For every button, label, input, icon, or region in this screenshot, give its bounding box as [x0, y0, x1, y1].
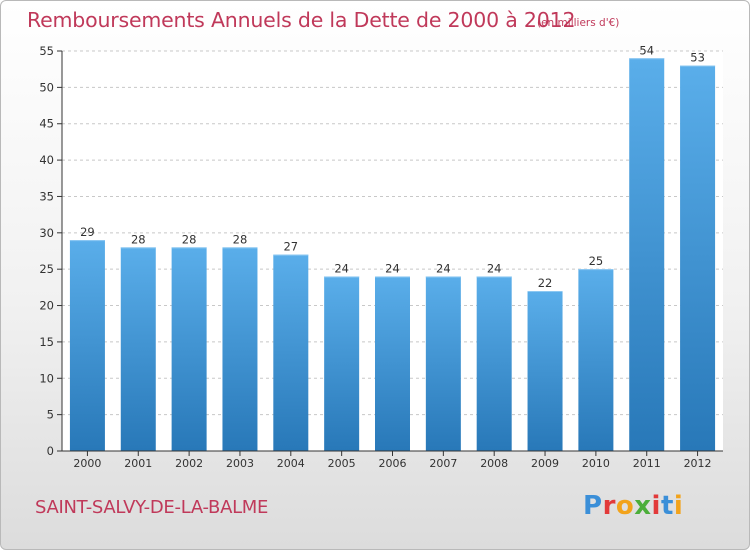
chart-title: Remboursements Annuels de la Dette de 20… — [27, 8, 576, 32]
data-label: 28 — [233, 232, 248, 246]
logo-letter: P — [583, 491, 603, 521]
x-tick-label: 2006 — [379, 457, 407, 470]
bar — [222, 247, 258, 451]
bar — [120, 247, 156, 451]
logo-letter: i — [651, 491, 661, 521]
bar — [324, 276, 360, 451]
x-tick-label: 2000 — [73, 457, 101, 470]
logo-letter: x — [634, 491, 652, 521]
data-label: 29 — [80, 225, 95, 239]
data-label: 28 — [131, 232, 146, 246]
proxiti-logo[interactable]: Proxiti — [583, 491, 683, 521]
data-label: 22 — [538, 276, 553, 290]
x-tick-label: 2010 — [582, 457, 610, 470]
data-label: 24 — [385, 261, 400, 275]
bar — [476, 276, 512, 451]
x-tick-label: 2012 — [684, 457, 712, 470]
bar — [629, 58, 665, 451]
y-tick-label: 45 — [39, 117, 54, 131]
x-tick-label: 2001 — [124, 457, 152, 470]
data-label: 25 — [589, 254, 604, 268]
data-label: 24 — [436, 261, 451, 275]
x-tick-label: 2002 — [175, 457, 203, 470]
bar — [578, 269, 614, 451]
data-label: 28 — [182, 232, 197, 246]
data-label: 54 — [639, 43, 654, 57]
bar — [375, 276, 410, 451]
data-label: 53 — [690, 51, 705, 65]
y-tick-label: 30 — [39, 226, 54, 240]
bar — [69, 240, 105, 451]
y-tick-label: 15 — [39, 335, 54, 349]
y-tick-label: 20 — [39, 299, 54, 313]
bar — [425, 276, 461, 451]
y-tick-label: 10 — [39, 371, 54, 385]
logo-letter: r — [602, 491, 616, 521]
y-tick-label: 5 — [47, 408, 54, 422]
logo-letter: o — [615, 491, 635, 521]
chart-subtitle: (en milliers d'€) — [537, 17, 620, 29]
logo-letter: t — [660, 491, 674, 521]
x-tick-label: 2005 — [328, 457, 356, 470]
x-tick-label: 2011 — [633, 457, 661, 470]
data-label: 27 — [283, 240, 298, 254]
bar — [273, 254, 309, 451]
data-label: 24 — [487, 261, 502, 275]
bar — [680, 65, 716, 451]
bar — [527, 291, 563, 451]
x-tick-label: 2003 — [226, 457, 254, 470]
x-tick-label: 2009 — [531, 457, 559, 470]
x-tick-label: 2008 — [480, 457, 508, 470]
y-tick-label: 50 — [39, 80, 54, 94]
data-label: 24 — [334, 261, 349, 275]
y-tick-label: 40 — [39, 153, 54, 167]
y-tick-label: 0 — [47, 444, 54, 458]
bar — [171, 247, 207, 451]
commune-name: SAINT-SALVY-DE-LA-BALME — [35, 497, 269, 518]
y-tick-label: 35 — [39, 189, 54, 203]
logo-letter: i — [673, 491, 684, 521]
y-tick-label: 25 — [39, 262, 54, 276]
y-tick-label: 55 — [39, 44, 54, 58]
x-tick-label: 2004 — [277, 457, 305, 470]
x-tick-label: 2007 — [429, 457, 457, 470]
